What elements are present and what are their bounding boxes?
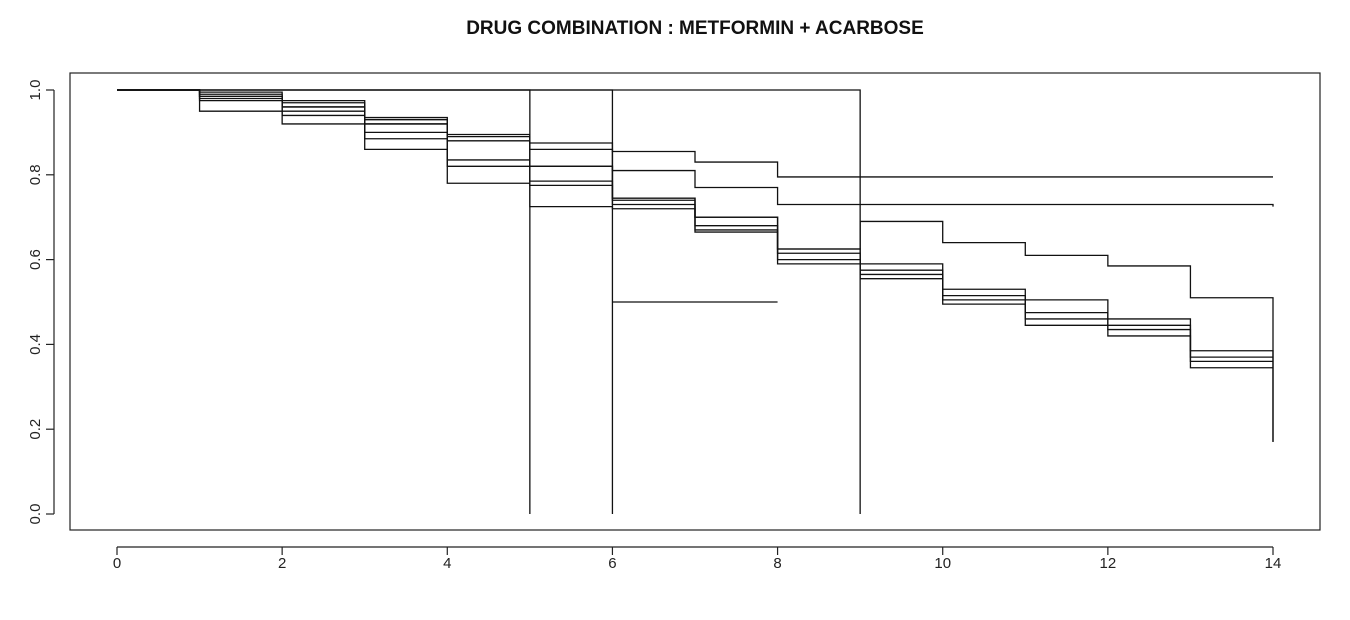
survival-curve-1 — [117, 89, 531, 514]
x-tick-label: 4 — [443, 555, 451, 572]
y-tick-label: 0.4 — [27, 334, 44, 355]
survival-curve-4 — [117, 89, 861, 514]
x-tick-label: 10 — [934, 555, 951, 572]
x-tick-label: 8 — [773, 555, 781, 572]
survival-curve-6 — [117, 89, 1274, 207]
y-tick-label: 1.0 — [27, 80, 44, 101]
x-tick-label: 2 — [278, 555, 286, 572]
survival-curve-7 — [117, 89, 1274, 442]
y-tick-label: 0.0 — [27, 504, 44, 525]
survival-curve-11 — [117, 89, 1274, 442]
x-tick-label: 12 — [1100, 555, 1117, 572]
y-tick-label: 0.6 — [27, 249, 44, 270]
y-tick-label: 0.2 — [27, 419, 44, 440]
series-layer — [117, 89, 1274, 514]
chart-title: DRUG COMBINATION : METFORMIN + ACARBOSE — [466, 18, 924, 39]
y-axis: 0.0 0.2 0.4 0.6 0.8 1.0 — [27, 80, 55, 525]
y-tick-label: 0.8 — [27, 164, 44, 185]
survival-curve-2 — [117, 89, 614, 514]
x-tick-label: 0 — [113, 555, 121, 572]
survival-curve-10 — [117, 89, 1273, 369]
plot-frame — [69, 72, 1321, 531]
x-tick-label: 14 — [1265, 555, 1282, 572]
x-axis: 0 2 4 6 8 10 12 14 — [113, 546, 1282, 572]
survival-curve-5 — [117, 89, 1273, 178]
x-tick-label: 6 — [608, 555, 616, 572]
